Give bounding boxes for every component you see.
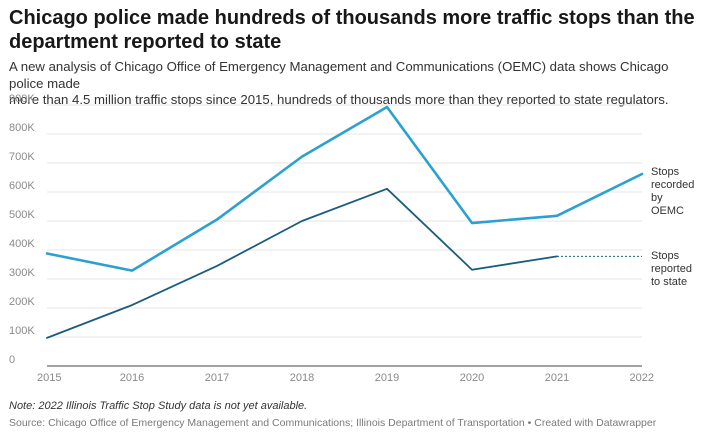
y-tick-label: 800K <box>9 122 35 134</box>
chart-note: Note: 2022 Illinois Traffic Stop Study d… <box>9 400 308 412</box>
y-tick-label: 600K <box>9 180 35 192</box>
x-tick-label: 2019 <box>375 372 399 384</box>
y-tick-label: 900K <box>9 93 35 105</box>
series-label-state: reported <box>651 263 692 275</box>
series-label-state: to state <box>651 276 687 288</box>
y-tick-label: 300K <box>9 267 35 279</box>
y-tick-label: 0 <box>9 354 15 366</box>
x-tick-label: 2020 <box>460 372 484 384</box>
y-tick-label: 500K <box>9 209 35 221</box>
series-line-oemc <box>45 105 644 272</box>
source-text: Source: Chicago Office of Emergency Mana… <box>9 417 525 429</box>
series-label-oemc: by <box>651 192 663 204</box>
chart-title-line-1: Chicago police made hundreds of thousand… <box>9 7 695 29</box>
x-tick-label: 2022 <box>630 372 654 384</box>
y-tick-label: 700K <box>9 151 35 163</box>
chart-source: Source: Chicago Office of Emergency Mana… <box>9 417 657 429</box>
series-label-oemc: OEMC <box>651 205 684 217</box>
x-tick-label: 2018 <box>290 372 314 384</box>
y-tick-label: 200K <box>9 296 35 308</box>
series-line-state <box>46 187 558 339</box>
chart-description-line-1: A new analysis of Chicago Office of Emer… <box>9 59 669 91</box>
series-label-oemc: Stops <box>651 166 680 178</box>
y-tick-label: 100K <box>9 325 35 337</box>
x-tick-label: 2017 <box>205 372 229 384</box>
series-label-oemc: recorded <box>651 179 694 191</box>
chart-title: Chicago police made hundreds of thousand… <box>9 6 699 54</box>
chart-description-line-2: more than 4.5 million traffic stops sinc… <box>9 92 669 107</box>
x-tick-label: 2021 <box>545 372 569 384</box>
series-label-state: Stops <box>651 250 680 262</box>
y-tick-label: 400K <box>9 238 35 250</box>
credit-text: Created with Datawrapper <box>534 417 657 429</box>
chart-description: A new analysis of Chicago Office of Emer… <box>9 59 699 109</box>
x-tick-label: 2016 <box>120 372 144 384</box>
chart-title-line-2: department reported to state <box>9 31 282 53</box>
x-tick-label: 2015 <box>37 372 61 384</box>
